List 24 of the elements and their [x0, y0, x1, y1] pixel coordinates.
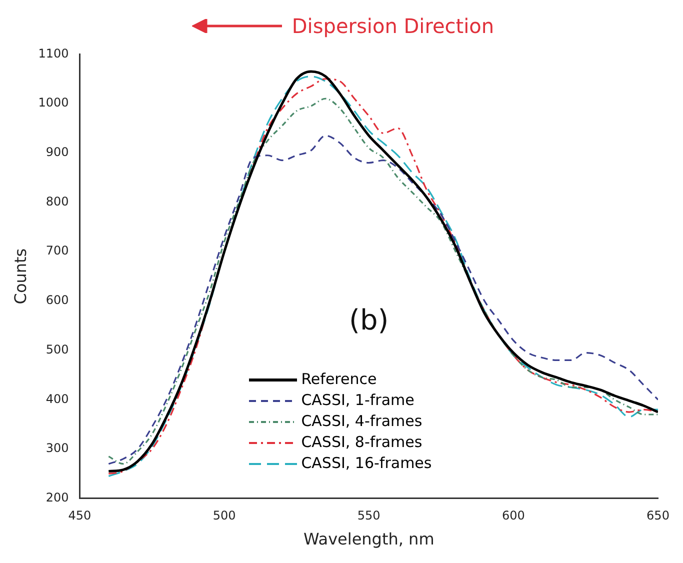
text: Dispersion Direction [292, 14, 494, 38]
legend-label: CASSI, 8-frames [301, 432, 422, 453]
y-tick-label: 300 [46, 441, 69, 456]
y-axis-title: Counts [10, 248, 30, 304]
y-tick-label: 800 [46, 194, 69, 208]
x-axis-title: Wavelength, nm [303, 530, 434, 549]
y-tick-label: 400 [46, 392, 69, 406]
y-tick-label: 600 [46, 293, 69, 308]
x-tick-label: 650 [646, 508, 670, 523]
y-tick-label: 1000 [38, 96, 69, 110]
y-tick-label: 700 [46, 244, 69, 258]
y-tick-label: 200 [46, 490, 69, 505]
legend-label: CASSI, 4-frames [301, 411, 422, 432]
y-tick-label: 1100 [38, 46, 69, 60]
y-tick-label: 500 [46, 342, 69, 356]
y-tick-label: 900 [46, 145, 69, 160]
legend-label: Reference [301, 369, 377, 390]
legend-label: CASSI, 1-frame [301, 390, 414, 411]
annotation: (b) [349, 304, 389, 337]
x-tick-label: 500 [212, 508, 236, 523]
legend-label: CASSI, 16-frames [301, 453, 432, 474]
x-tick-label: 450 [68, 508, 92, 523]
x-tick-label: 550 [357, 508, 380, 523]
x-tick-label: 600 [502, 508, 525, 523]
